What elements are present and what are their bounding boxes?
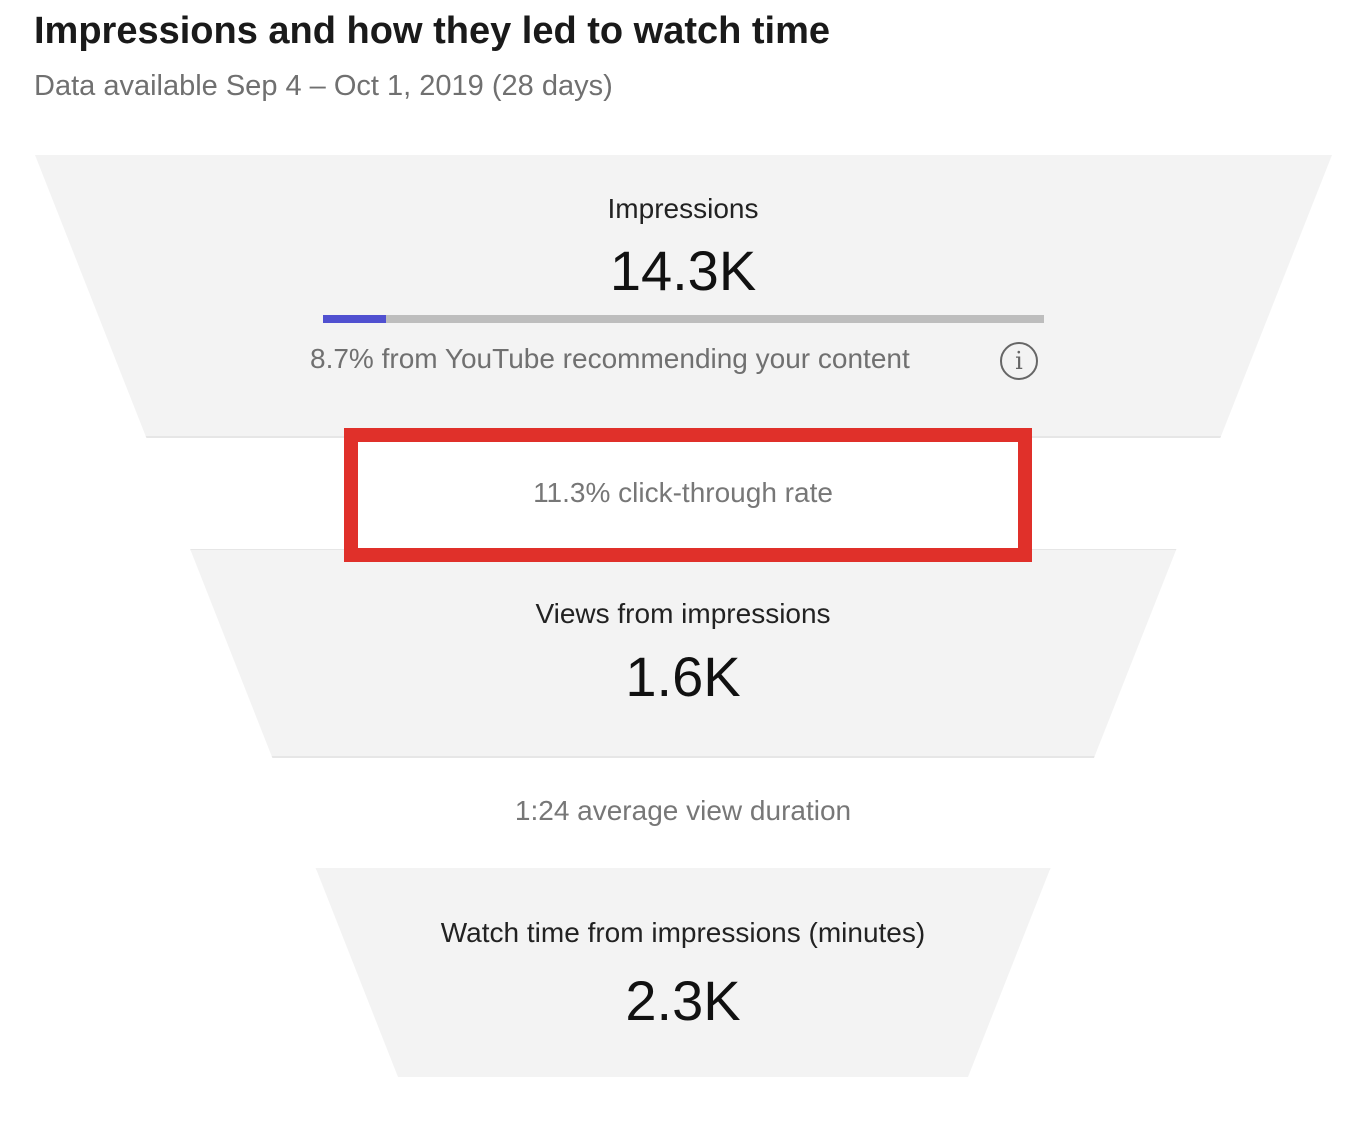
watch-time-value: 2.3K [625, 969, 741, 1032]
page-title: Impressions and how they led to watch ti… [34, 10, 831, 52]
recommendation-progress-bar [323, 315, 1044, 323]
views-label: Views from impressions [535, 598, 831, 629]
date-range: Data available Sep 4 – Oct 1, 2019 (28 d… [34, 70, 613, 102]
recommendation-text: 8.7% from YouTube recommending your cont… [310, 343, 910, 374]
avd-text: 1:24 average view duration [514, 795, 852, 826]
watch-time-label: Watch time from impressions (minutes) [440, 917, 926, 948]
impressions-value: 14.3K [609, 239, 757, 302]
views-value: 1.6K [625, 645, 741, 708]
ctr-text: 11.3% click-through rate [533, 477, 833, 508]
recommendation-progress-fill [323, 315, 386, 323]
ctr-highlight-box [344, 428, 1032, 562]
impressions-stage [35, 155, 1332, 437]
info-icon[interactable]: i [1000, 342, 1038, 380]
ctr-stage [35, 436, 1332, 551]
impressions-label: Impressions [607, 193, 759, 224]
